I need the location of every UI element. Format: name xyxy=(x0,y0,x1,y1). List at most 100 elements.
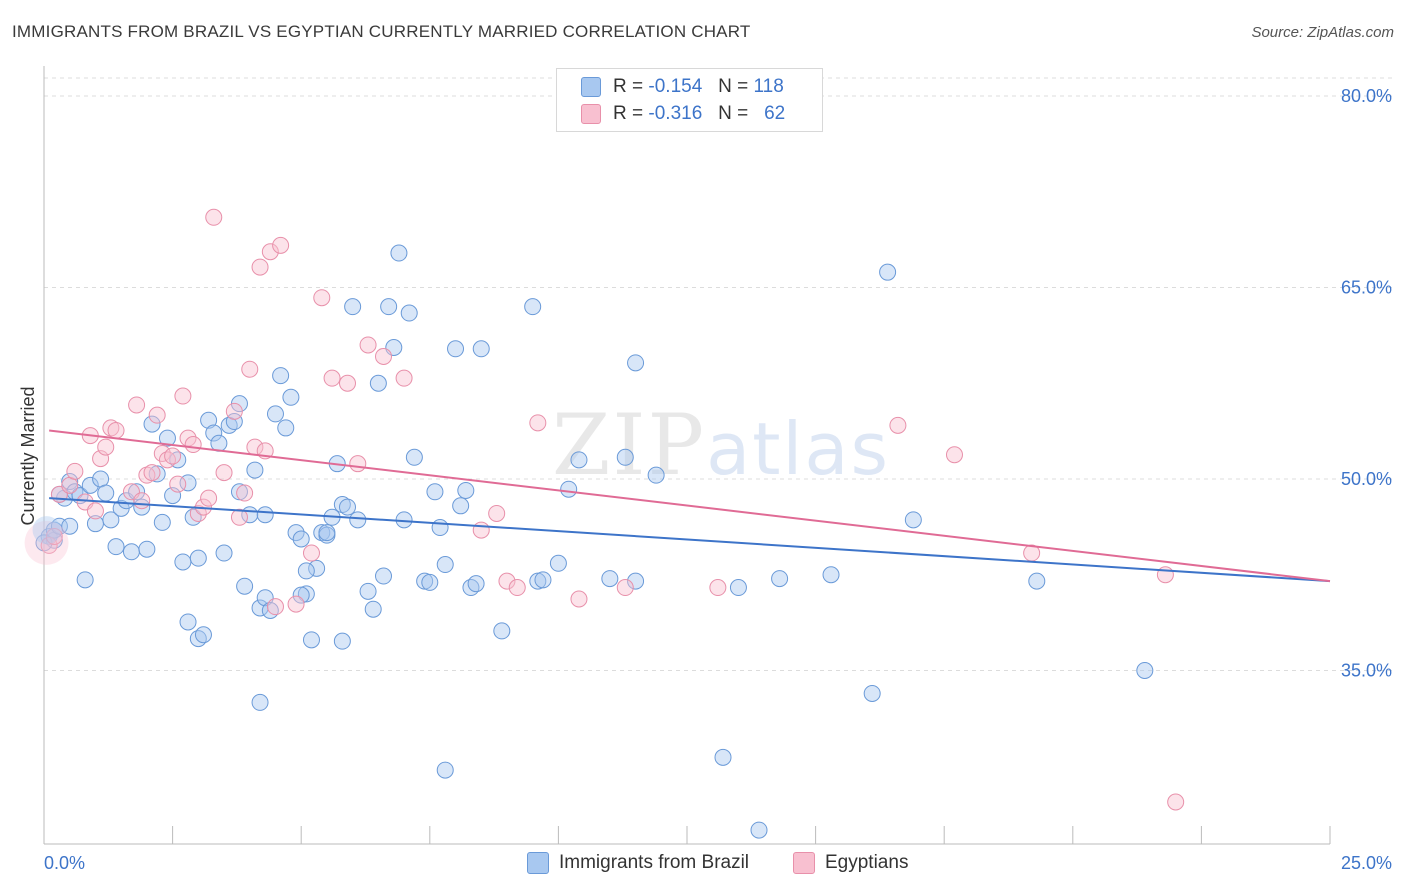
data-point-egyptians xyxy=(302,544,320,562)
x-tick-label: 0.0% xyxy=(44,853,85,873)
watermark-atlas: atlas xyxy=(706,407,891,491)
data-point-egyptians xyxy=(266,598,284,616)
data-point-brazil xyxy=(302,631,320,649)
data-point-egyptians xyxy=(349,455,367,473)
data-point-brazil xyxy=(570,451,588,469)
legend-n-label: N = xyxy=(718,76,749,97)
trend-lines xyxy=(49,429,1331,583)
data-point-brazil xyxy=(436,761,454,779)
legend-r-label: R = xyxy=(613,76,644,97)
legend-swatch-brazil xyxy=(581,77,601,97)
data-point-brazil xyxy=(107,538,125,556)
data-point-brazil xyxy=(493,622,511,640)
data-point-brazil xyxy=(225,413,243,431)
data-point-brazil xyxy=(333,496,351,514)
data-point-egyptians xyxy=(174,387,192,405)
data-point-brazil xyxy=(400,304,418,322)
legend-row-brazil: R = -0.154 N = 118 xyxy=(581,75,784,99)
data-point-brazil xyxy=(308,559,326,577)
data-point-egyptians xyxy=(236,484,254,502)
data-point-egyptians xyxy=(508,579,526,597)
data-point-egyptians xyxy=(375,347,393,365)
data-point-brazil xyxy=(863,684,881,702)
data-point-egyptians xyxy=(889,416,907,434)
data-point-brazil xyxy=(375,567,393,585)
data-point-brazil xyxy=(421,573,439,591)
data-point-egyptians xyxy=(241,360,259,378)
data-point-brazil xyxy=(256,506,274,524)
data-point-brazil xyxy=(194,626,212,644)
data-point-egyptians xyxy=(128,396,146,414)
data-point-egyptians xyxy=(40,536,58,554)
y-axis-label: Currently Married xyxy=(18,386,38,525)
data-point-brazil xyxy=(122,543,140,561)
data-point-egyptians xyxy=(529,414,547,432)
data-point-brazil xyxy=(426,483,444,501)
y-tick-label: 35.0% xyxy=(1341,661,1392,681)
data-point-brazil xyxy=(344,298,362,316)
data-point-brazil xyxy=(771,570,789,588)
data-point-brazil xyxy=(616,448,634,466)
legend-label-egyptians: Egyptians xyxy=(825,852,909,873)
data-point-brazil xyxy=(364,600,382,618)
legend-r-label: R = xyxy=(613,103,644,124)
data-point-brazil xyxy=(318,524,336,542)
legend-item-egyptians[interactable]: Egyptians xyxy=(793,852,908,874)
data-point-egyptians xyxy=(472,521,490,539)
data-points xyxy=(24,208,1185,839)
trend-line-brazil xyxy=(49,497,1331,583)
data-point-egyptians xyxy=(143,464,161,482)
data-point-brazil xyxy=(32,516,61,545)
data-point-egyptians xyxy=(251,258,269,276)
data-point-brazil xyxy=(153,513,171,531)
data-point-brazil xyxy=(447,340,465,358)
data-point-brazil xyxy=(128,483,146,501)
data-point-brazil xyxy=(102,511,120,529)
watermark: ZIPatlas xyxy=(552,396,890,494)
data-point-brazil xyxy=(822,566,840,584)
data-point-brazil xyxy=(1028,572,1046,590)
data-point-brazil xyxy=(333,632,351,650)
legend-n-value: 118 xyxy=(753,76,784,97)
data-point-brazil xyxy=(405,448,423,466)
data-point-brazil xyxy=(729,579,747,597)
data-point-brazil xyxy=(61,473,79,491)
data-point-egyptians xyxy=(488,504,506,522)
data-point-egyptians xyxy=(102,419,120,437)
data-point-egyptians xyxy=(570,590,588,608)
data-point-brazil xyxy=(200,411,218,429)
data-point-brazil xyxy=(534,571,552,589)
legend-label-brazil: Immigrants from Brazil xyxy=(559,852,750,873)
data-point-egyptians xyxy=(225,402,243,420)
data-point-brazil xyxy=(560,480,578,498)
data-point-egyptians xyxy=(338,374,356,392)
data-point-brazil xyxy=(292,586,310,604)
data-point-brazil xyxy=(205,424,223,442)
data-point-brazil xyxy=(236,577,254,595)
data-point-brazil xyxy=(380,298,398,316)
source-label: Source: ZipAtlas.com xyxy=(1251,24,1394,41)
data-point-brazil xyxy=(292,530,310,548)
data-point-brazil xyxy=(647,466,665,484)
data-point-egyptians xyxy=(184,436,202,454)
legend-swatch-egyptians xyxy=(793,852,815,874)
data-point-brazil xyxy=(251,693,269,711)
data-point-brazil xyxy=(179,613,197,631)
data-point-egyptians xyxy=(97,438,115,456)
legend-n-value: 62 xyxy=(764,103,786,124)
legend-item-brazil[interactable]: Immigrants from Brazil xyxy=(527,852,749,874)
stats-legend: R = -0.154 N = 118 R = -0.316 N = 62 xyxy=(556,68,823,132)
data-point-egyptians xyxy=(498,572,516,590)
legend-r-value: -0.154 xyxy=(648,76,703,97)
data-point-egyptians xyxy=(359,336,377,354)
data-point-brazil xyxy=(215,544,233,562)
data-point-brazil xyxy=(1136,662,1154,679)
data-point-brazil xyxy=(158,429,176,447)
watermark-zip: ZIP xyxy=(552,396,707,494)
axis-labels: 35.0% 50.0% 65.0% 80.0% 0.0% 25.0% Currently M… xyxy=(18,86,1392,873)
data-point-brazil xyxy=(750,821,768,839)
data-point-brazil xyxy=(143,415,161,433)
data-point-brazil xyxy=(359,582,377,600)
data-point-brazil xyxy=(436,556,454,574)
data-point-egyptians xyxy=(148,406,166,424)
